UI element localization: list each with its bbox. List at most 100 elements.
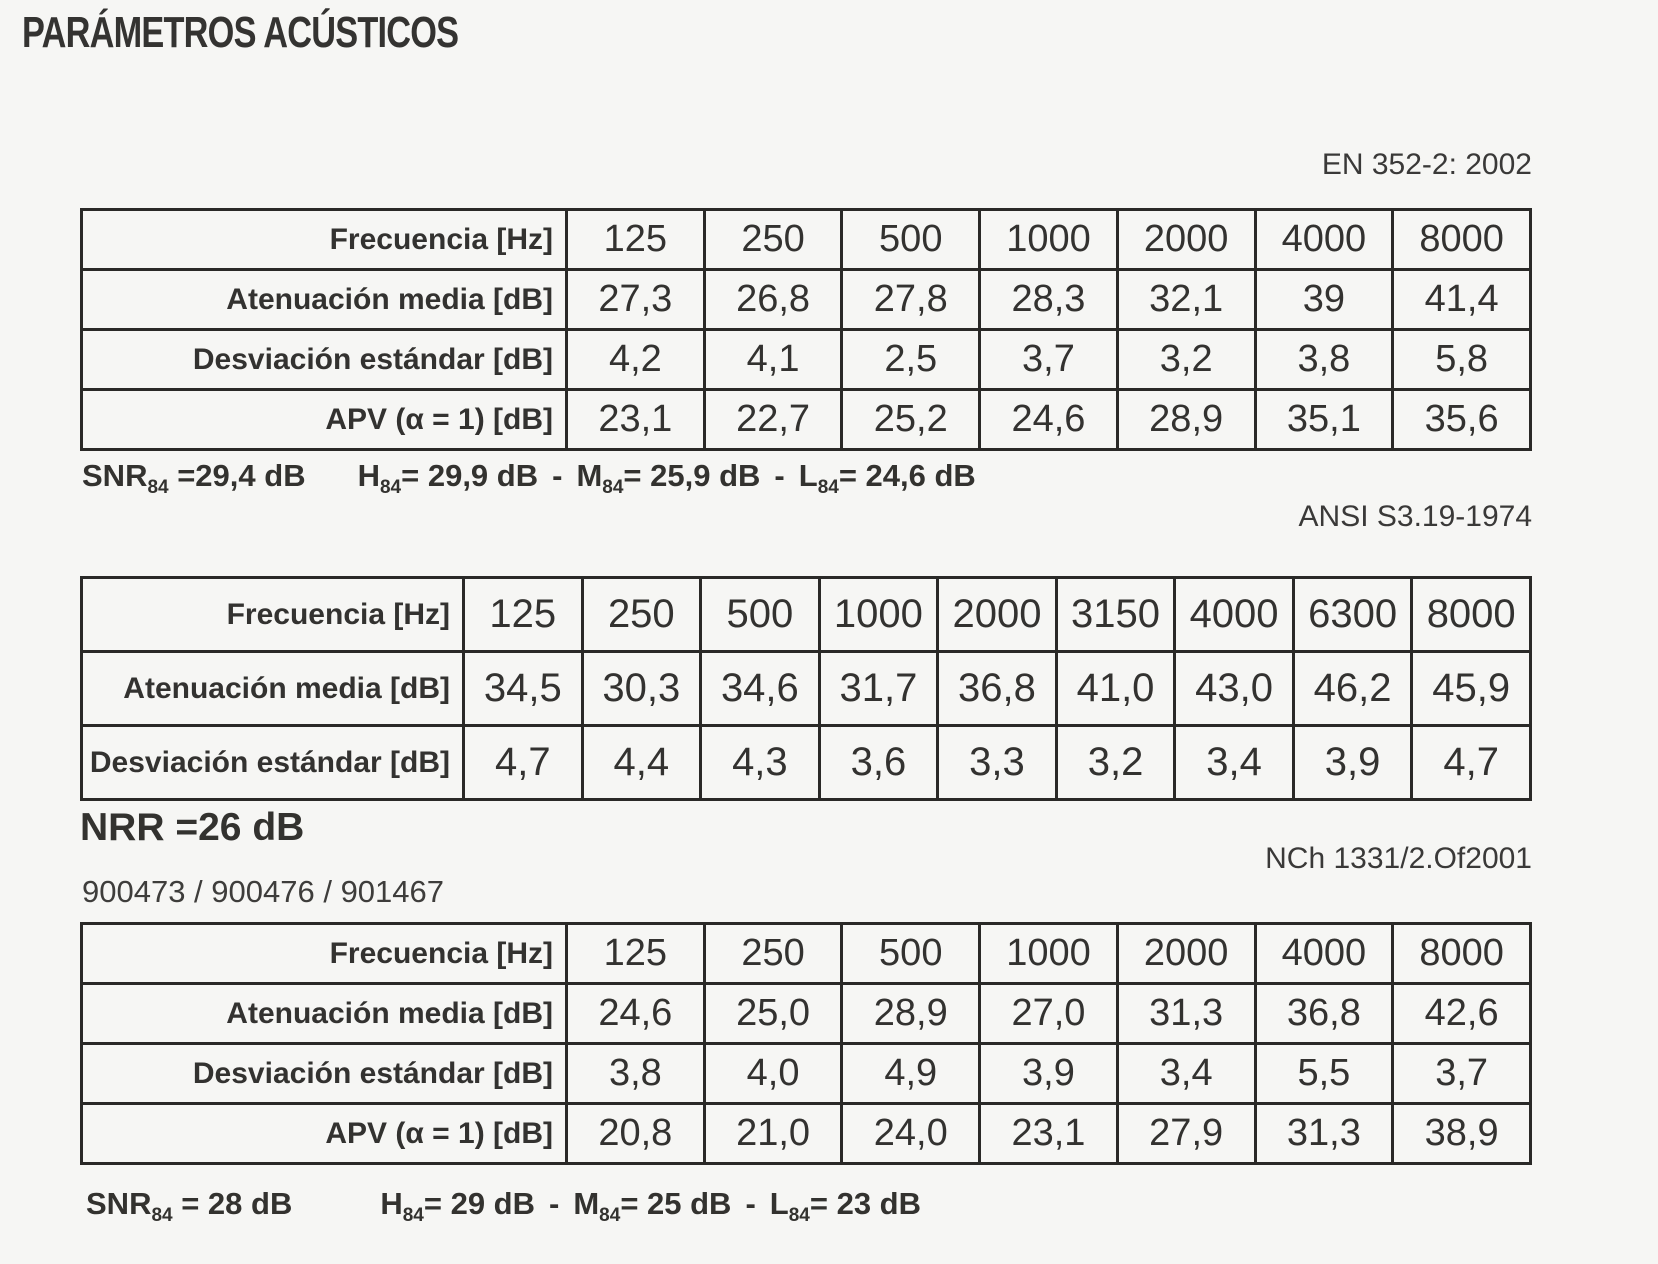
table-row: APV (α = 1) [dB] 23,1 22,7 25,2 24,6 28,9 35,1… (80, 388, 1532, 451)
snr-value: = 28 dB (172, 1186, 293, 1221)
value-cell: 3,6 (817, 724, 940, 801)
value-cell: 5,5 (1253, 1042, 1395, 1105)
value-cell: 3,7 (978, 328, 1119, 391)
value-cell: 3,8 (1253, 328, 1395, 391)
value-cell: 2,5 (840, 328, 982, 391)
l-subscript: 84 (817, 477, 839, 499)
row-label: Atenuación media [dB] (80, 650, 465, 727)
value-cell: 24,6 (565, 982, 706, 1045)
value-cell: 35,1 (1253, 388, 1395, 451)
value-cell: 36,8 (936, 650, 1058, 727)
value-cell: 3,9 (978, 1042, 1119, 1105)
value-cell: 31,7 (817, 650, 940, 727)
product-codes: 900473 / 900476 / 901467 (82, 874, 445, 909)
m-term: M84= 25 dB (573, 1186, 731, 1227)
value-cell: 43,0 (1173, 650, 1295, 727)
m-subscript: 84 (599, 1205, 621, 1227)
value-cell: 4,7 (1410, 724, 1532, 801)
value-cell: 31,3 (1253, 1102, 1395, 1165)
value-cell: 4,3 (699, 724, 821, 801)
snr-summary-nch: SNR84 = 28 dB H84= 29 dB - M84= 25 dB - L84= … (86, 1186, 921, 1227)
m-value: = 25 dB (620, 1186, 732, 1221)
value-cell: 2000 (936, 576, 1058, 653)
snr-value: =29,4 dB (168, 458, 306, 493)
value-cell: 4,1 (702, 328, 844, 391)
h-subscript: 84 (379, 477, 402, 499)
value-cell: 3,9 (1291, 724, 1414, 801)
l-value: = 24,6 dB (838, 458, 976, 493)
value-cell: 4000 (1173, 576, 1295, 653)
value-cell: 4,9 (840, 1042, 982, 1105)
l-value: = 23 dB (809, 1186, 921, 1221)
value-cell: 41,0 (1054, 650, 1177, 727)
value-cell: 2000 (1115, 922, 1257, 985)
snr-subscript: 84 (147, 477, 169, 499)
h-term: H84= 29,9 dB (358, 458, 539, 499)
value-cell: 3,7 (1391, 1042, 1532, 1105)
attenuation-table-en352: Frecuencia [Hz] 125 250 500 1000 2000 4000 8000… (80, 208, 1532, 451)
value-cell: 24,6 (978, 388, 1119, 451)
value-cell: 500 (840, 922, 982, 985)
standard-label-ansi: ANSI S3.19-1974 (1298, 500, 1532, 533)
value-cell: 3,3 (936, 724, 1058, 801)
value-cell: 28,3 (978, 268, 1119, 331)
value-cell: 4,4 (580, 724, 703, 801)
value-cell: 1000 (978, 208, 1119, 271)
value-cell: 32,1 (1115, 268, 1257, 331)
l-term: L84= 23 dB (770, 1186, 921, 1227)
value-cell: 4000 (1253, 922, 1395, 985)
value-cell: 23,1 (565, 388, 706, 451)
value-cell: 8000 (1410, 576, 1532, 653)
value-cell: 31,3 (1115, 982, 1257, 1045)
value-cell: 3,4 (1173, 724, 1295, 801)
value-cell: 41,4 (1391, 268, 1532, 331)
value-cell: 27,3 (565, 268, 706, 331)
value-cell: 8000 (1391, 922, 1532, 985)
h-term: H84= 29 dB (380, 1186, 535, 1227)
value-cell: 8000 (1391, 208, 1532, 271)
value-cell: 23,1 (978, 1102, 1119, 1165)
value-cell: 42,6 (1391, 982, 1532, 1045)
value-cell: 3,4 (1115, 1042, 1257, 1105)
row-label: APV (α = 1) [dB] (80, 388, 568, 451)
value-cell: 36,8 (1253, 982, 1395, 1045)
value-cell: 45,9 (1410, 650, 1532, 727)
snr-base: SNR (86, 1186, 152, 1221)
value-cell: 250 (580, 576, 703, 653)
l-subscript: 84 (788, 1205, 810, 1227)
row-label: Frecuencia [Hz] (80, 208, 568, 271)
page-title: PARÁMETROS ACÚSTICOS (22, 8, 459, 57)
value-cell: 3150 (1054, 576, 1177, 653)
value-cell: 46,2 (1291, 650, 1414, 727)
row-label: Desviación estándar [dB] (80, 328, 568, 391)
row-label: Frecuencia [Hz] (80, 922, 568, 985)
table-row: Frecuencia [Hz] 125 250 500 1000 2000 4000 8000 (80, 922, 1532, 985)
snr-summary-en352: SNR84 =29,4 dB H84= 29,9 dB - M84= 25,9 dB -… (82, 458, 976, 499)
dash-separator: - (745, 1186, 756, 1221)
value-cell: 4000 (1253, 208, 1395, 271)
m-base: M (576, 458, 603, 493)
value-cell: 5,8 (1391, 328, 1532, 391)
h-subscript: 84 (402, 1205, 424, 1227)
l-base: L (769, 1186, 789, 1221)
m-value: = 25,9 dB (623, 458, 761, 493)
row-label: APV (α = 1) [dB] (80, 1102, 568, 1165)
dash-separator: - (774, 458, 785, 493)
value-cell: 20,8 (565, 1102, 706, 1165)
snr-base: SNR (82, 458, 148, 493)
value-cell: 6300 (1291, 576, 1414, 653)
table-row: Atenuación media [dB] 27,3 26,8 27,8 28,3 32,… (80, 268, 1532, 331)
value-cell: 30,3 (580, 650, 703, 727)
value-cell: 125 (565, 208, 706, 271)
nrr-value: NRR =26 dB (80, 806, 305, 849)
dash-separator: - (549, 1186, 560, 1221)
m-term: M84= 25,9 dB (576, 458, 760, 499)
row-label: Desviación estándar [dB] (80, 724, 465, 801)
value-cell: 39 (1253, 268, 1395, 331)
value-cell: 27,9 (1115, 1102, 1257, 1165)
l-term: L84= 24,6 dB (799, 458, 976, 499)
m-base: M (573, 1186, 600, 1221)
value-cell: 125 (462, 576, 584, 653)
snr-term: SNR84 =29,4 dB (82, 458, 306, 499)
attenuation-table-nch: Frecuencia [Hz] 125 250 500 1000 2000 4000 8000… (80, 922, 1532, 1165)
